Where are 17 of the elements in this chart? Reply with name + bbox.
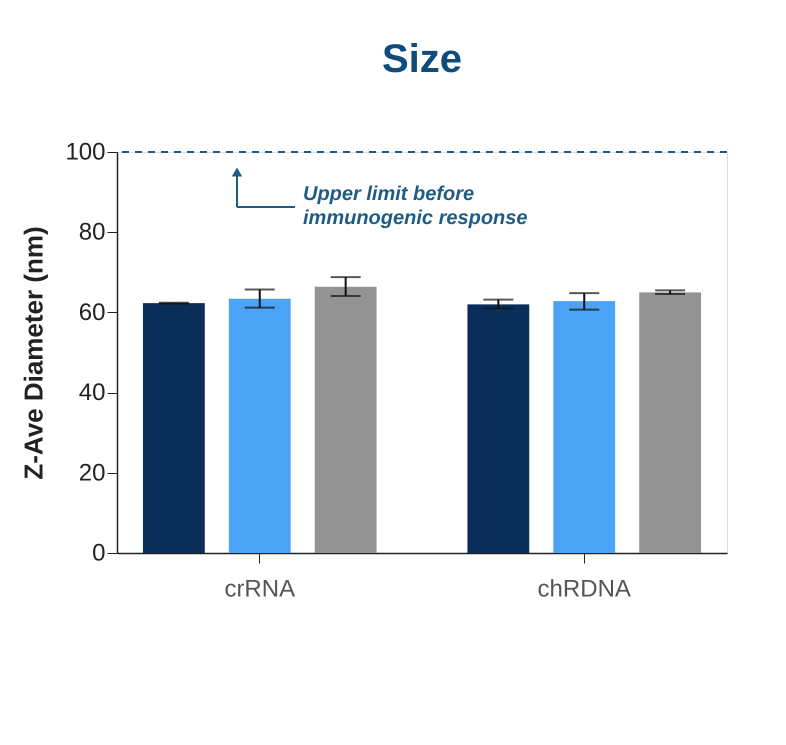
bar — [467, 304, 530, 553]
bar — [639, 292, 702, 553]
chart-title: Size — [382, 37, 462, 81]
bar — [314, 286, 377, 553]
y-tick-label: 0 — [92, 540, 106, 566]
y-tick-label: 40 — [78, 379, 106, 406]
bar — [142, 303, 205, 553]
bar — [228, 298, 291, 553]
y-tick-label: 80 — [78, 218, 106, 246]
y-axis-title: Z-Ave Diameter (nm) — [18, 226, 48, 480]
y-tick-label: 20 — [78, 459, 106, 486]
y-tick-label: 100 — [65, 138, 106, 166]
y-tick-label: 60 — [78, 298, 106, 326]
x-tick-label: chRDNA — [538, 576, 631, 602]
annotation: Upper limit before immunogenic response — [303, 183, 528, 229]
bar — [553, 301, 616, 553]
x-tick-label: crRNA — [224, 576, 296, 602]
